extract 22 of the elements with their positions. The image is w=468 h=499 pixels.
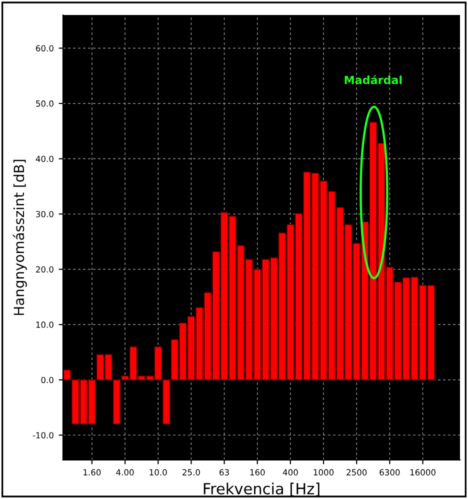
y-tick-label: 50.0 [36, 100, 54, 107]
x-tick-label: 1.60 [84, 469, 101, 476]
x-tick-label: 1000 [314, 469, 334, 476]
annotation: Madárdal [344, 75, 402, 84]
y-tick-label: 0.0 [41, 376, 54, 384]
y-tick-label: 20.0 [36, 266, 54, 273]
x-tick-label: 4.00 [116, 469, 134, 476]
x-axis-title: Frekvencia [Hz] [204, 482, 320, 496]
y-tick-label: 10.0 [36, 322, 54, 328]
x-tick-label: 10.0 [150, 469, 167, 476]
y-tick-label: 60.0 [36, 45, 54, 52]
x-tick-label: 400 [282, 469, 298, 476]
x-tick-label: 16000 [410, 469, 436, 476]
x-tick-label: 63 [220, 469, 229, 476]
y-tick-label: 40.0 [36, 156, 54, 162]
x-tick-label: 160 [250, 469, 265, 476]
x-tick-label: 6300 [380, 469, 400, 476]
x-tick-label: 25.0 [182, 469, 200, 476]
y-axis-title: Hangnyomásszint [dB] [12, 160, 27, 315]
x-tick-label: 2500 [346, 469, 367, 476]
y-tick-label: -10.0 [32, 432, 54, 438]
y-tick-label: 30.0 [36, 210, 54, 218]
